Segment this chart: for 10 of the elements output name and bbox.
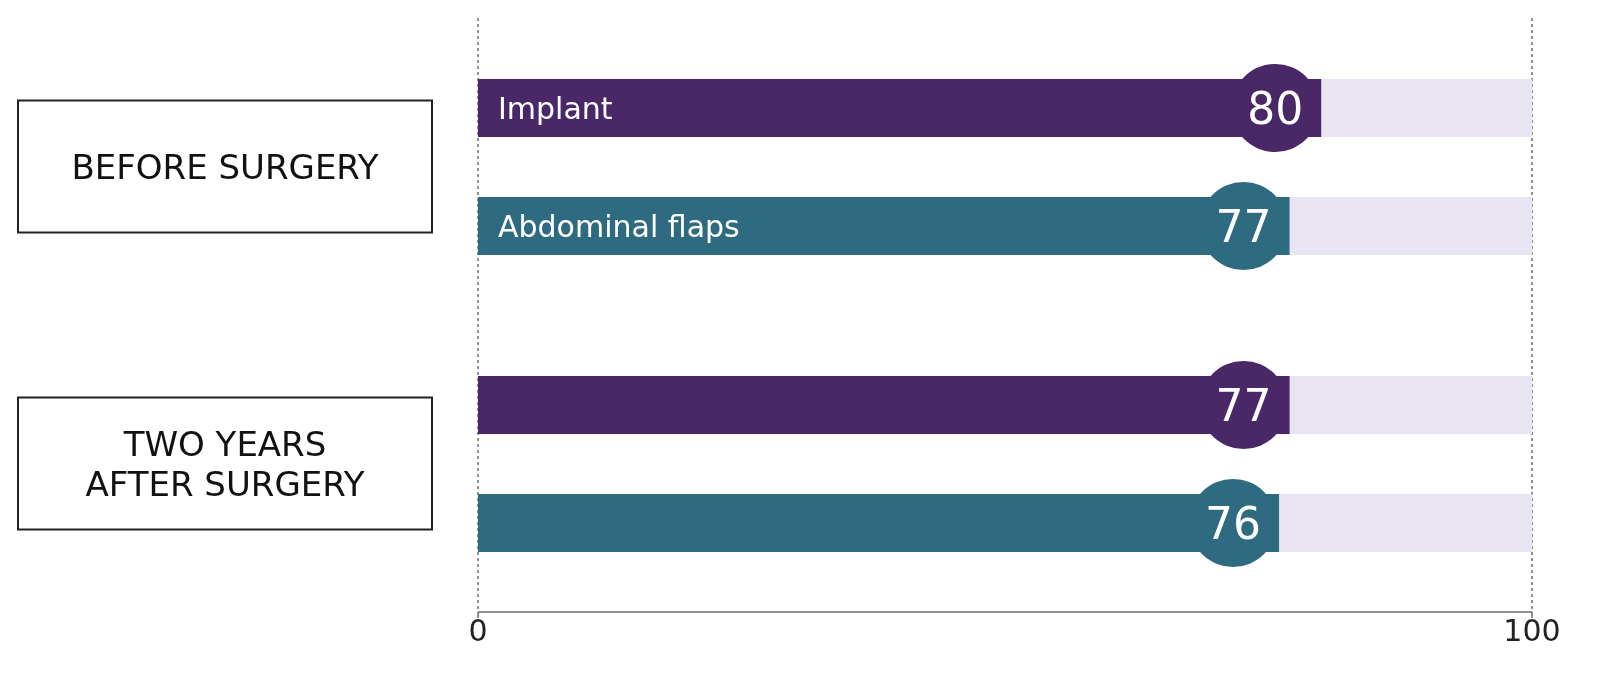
x-tick-label: 100 — [1503, 613, 1561, 649]
data-label: 77 — [1215, 379, 1272, 431]
y-tick-label: TWO YEARS AFTER SURGERY — [85, 423, 365, 504]
y-tick-label: BEFORE SURGERY — [71, 146, 379, 187]
data-label: 80 — [1247, 82, 1304, 134]
series-label: Abdominal flaps — [498, 208, 740, 244]
data-label: 76 — [1205, 497, 1262, 549]
x-tick-label: 0 — [468, 613, 488, 649]
data-label: 77 — [1215, 200, 1272, 252]
series-label: Implant — [498, 90, 613, 126]
